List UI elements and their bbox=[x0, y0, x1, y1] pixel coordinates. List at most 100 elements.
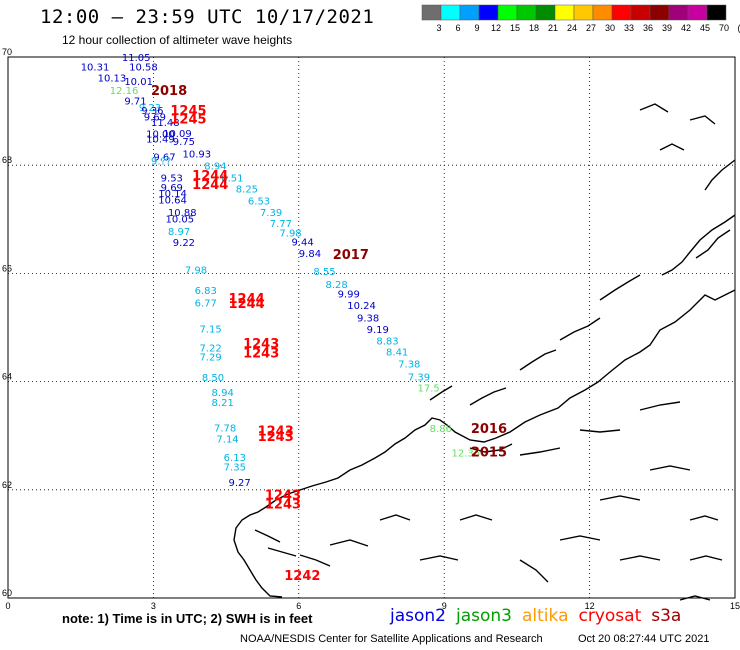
time-marker: 1244 bbox=[229, 297, 265, 312]
color-swatch bbox=[649, 4, 670, 21]
time-marker: 1242 bbox=[284, 569, 320, 584]
wave-height-value: 10.88 bbox=[168, 208, 197, 219]
wave-height-value: 8.41 bbox=[386, 348, 408, 359]
satellite-legend-jason2: jason2 bbox=[390, 606, 446, 626]
time-marker: 1244 bbox=[192, 178, 228, 193]
color-swatch bbox=[497, 4, 518, 21]
wave-height-value: 8.94 bbox=[212, 388, 234, 399]
generated-timestamp: Oct 20 08:27:44 UTC 2021 bbox=[578, 633, 710, 645]
color-scale-label: 15 bbox=[510, 23, 520, 33]
satellite-legend-cryosat: cryosat bbox=[578, 606, 642, 626]
lat-tick-label: 64 bbox=[2, 372, 12, 382]
color-scale-label: 33 bbox=[624, 23, 634, 33]
time-marker: 1243 bbox=[258, 425, 294, 440]
time-marker: 2015 bbox=[471, 445, 507, 460]
color-scale-label: 3 bbox=[436, 23, 441, 33]
coastline bbox=[233, 103, 736, 601]
time-marker: 1244 bbox=[192, 169, 228, 184]
footer-note: note: 1) Time is in UTC; 2) SWH is in fe… bbox=[62, 611, 313, 626]
color-scale-label: 36 bbox=[643, 23, 653, 33]
color-scale-label: 27 bbox=[586, 23, 596, 33]
color-scale-label: 9 bbox=[474, 23, 479, 33]
color-swatch bbox=[421, 4, 442, 21]
wave-height-value: 8.55 bbox=[313, 267, 335, 278]
wave-height-value: 9.23 bbox=[139, 103, 161, 114]
wave-height-value: 10.49 bbox=[146, 134, 175, 145]
color-swatch bbox=[630, 4, 651, 21]
color-swatch bbox=[459, 4, 480, 21]
wave-height-value: 17.5 bbox=[418, 383, 440, 394]
axis-tick-labels: 0 3 6 9 12 15 70 68 66 64 62 60 bbox=[2, 47, 740, 611]
lon-tick-label: 6 bbox=[296, 601, 301, 611]
wave-height-value: 7.14 bbox=[216, 435, 238, 446]
time-marker: 1243 bbox=[243, 337, 279, 352]
wave-height-value: 7.39 bbox=[260, 208, 282, 219]
wave-height-value: 9.44 bbox=[292, 237, 314, 248]
wave-height-value: 8.51 bbox=[221, 173, 243, 184]
color-scale-label: 70 bbox=[719, 23, 729, 33]
satellite-legend: jason2 jason3 altika cryosat s3a bbox=[390, 606, 691, 626]
color-swatch bbox=[592, 4, 613, 21]
wave-height-value: 7.39 bbox=[408, 373, 430, 384]
lon-tick-label: 3 bbox=[151, 601, 156, 611]
wave-height-value: 10.13 bbox=[98, 73, 127, 84]
wave-height-value: 8.50 bbox=[202, 373, 224, 384]
wave-height-value: 11.48 bbox=[151, 118, 180, 129]
wave-height-value: 9.75 bbox=[173, 137, 195, 148]
wave-height-value: 9.67 bbox=[153, 152, 175, 163]
wave-height-value: 9.36 bbox=[141, 106, 163, 117]
color-scale-label: 42 bbox=[681, 23, 691, 33]
wave-height-value: 9.84 bbox=[299, 249, 321, 260]
credit-text: NOAA/NESDIS Center for Satellite Applica… bbox=[240, 633, 543, 645]
wave-height-value: 10.14 bbox=[158, 189, 187, 200]
wave-height-value: 8.97 bbox=[168, 227, 190, 238]
time-marker: 1243 bbox=[265, 498, 301, 513]
wave-height-value: 10.00 bbox=[146, 130, 175, 141]
wave-height-value: 8.28 bbox=[325, 280, 347, 291]
color-swatch bbox=[478, 4, 499, 21]
satellite-legend-s3a: s3a bbox=[651, 606, 682, 626]
lon-tick-label: 9 bbox=[442, 601, 447, 611]
time-marker: 2018 bbox=[151, 84, 187, 99]
color-swatch bbox=[668, 4, 689, 21]
wave-height-value: 10.93 bbox=[182, 150, 211, 161]
map-title: 12:00 – 23:59 UTC 10/17/2021 bbox=[40, 6, 375, 28]
time-marker: 1245 bbox=[170, 104, 206, 119]
wave-height-value: 8.94 bbox=[204, 162, 226, 173]
color-swatch bbox=[516, 4, 537, 21]
wave-height-value: 7.22 bbox=[199, 343, 221, 354]
wave-height-value: 9.69 bbox=[161, 183, 183, 194]
lat-tick-label: 60 bbox=[2, 588, 12, 598]
color-scale-label: 18 bbox=[529, 23, 539, 33]
wave-height-value: 12.16 bbox=[110, 86, 139, 97]
wave-height-value: 7.78 bbox=[214, 423, 236, 434]
lat-tick-label: 62 bbox=[2, 480, 12, 490]
lon-tick-label: 15 bbox=[730, 601, 740, 611]
wave-height-value: 7.38 bbox=[398, 360, 420, 371]
wave-height-value: 9.99 bbox=[338, 290, 360, 301]
wave-height-value: 9.?? bbox=[151, 157, 171, 168]
wave-height-value: 8.83 bbox=[376, 336, 398, 347]
time-marker: 1243 bbox=[258, 430, 294, 445]
wave-height-value: 12.36 bbox=[451, 448, 480, 459]
color-swatch bbox=[687, 4, 708, 21]
wave-height-value: 10.58 bbox=[129, 63, 158, 74]
time-marker: 1243 bbox=[243, 346, 279, 361]
color-scale-label: 39 bbox=[662, 23, 672, 33]
wave-height-value: 9.19 bbox=[367, 325, 389, 336]
wave-height-value: 10.05 bbox=[166, 215, 195, 226]
color-scale-label: 6 bbox=[455, 23, 460, 33]
wave-height-value: 9.22 bbox=[173, 238, 195, 249]
wave-height-value: 11.05 bbox=[122, 53, 151, 64]
wave-height-value: 9.71 bbox=[124, 97, 146, 108]
wave-height-value: 7.29 bbox=[199, 353, 221, 364]
lon-tick-label: 0 bbox=[5, 601, 10, 611]
color-scale-label: 45 bbox=[700, 23, 710, 33]
lat-tick-label: 68 bbox=[2, 155, 12, 165]
wave-height-value: 10.09 bbox=[163, 129, 192, 140]
time-marker: 1245 bbox=[170, 113, 206, 128]
satellite-legend-altika: altika bbox=[522, 606, 569, 626]
